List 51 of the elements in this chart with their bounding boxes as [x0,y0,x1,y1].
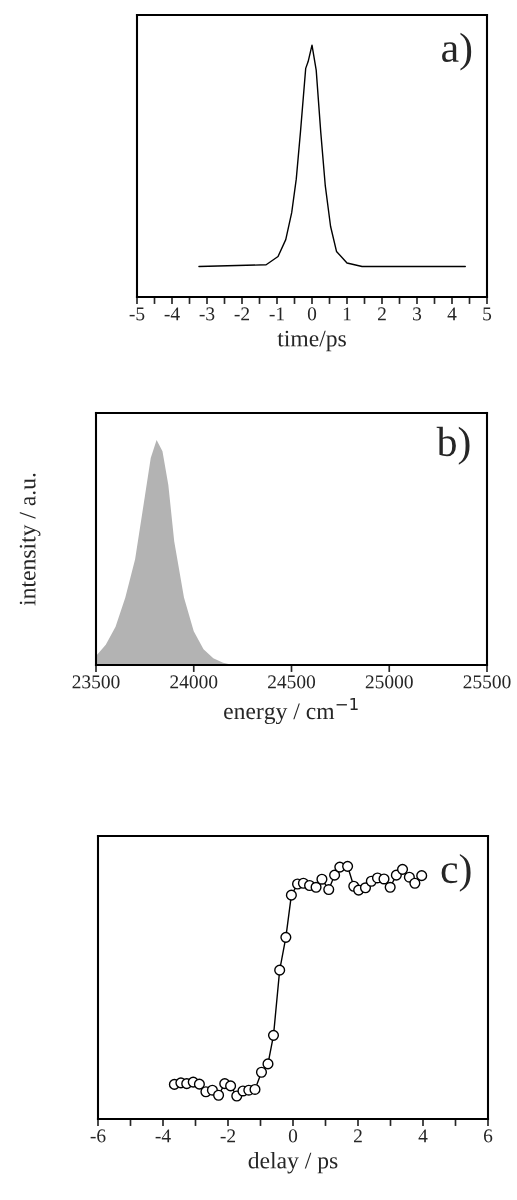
point [280,931,292,943]
point [342,860,354,872]
annotation: c) [441,853,471,892]
x-tick-label: 1 [343,307,351,321]
x-axis-title: energy / cm$^{−1}$ [224,697,358,725]
point [213,1089,225,1101]
point [396,863,409,875]
x-tick-label: -6 [90,1129,106,1143]
point [255,1066,268,1078]
point [225,1080,237,1092]
annotation: b) [436,426,470,465]
point [316,873,328,885]
x-axis-title: delay / ps [248,1151,338,1174]
point [262,1058,274,1070]
x-tick-label: 25000 [365,675,413,689]
point [310,881,322,893]
x-tick-label: 24500 [268,675,316,689]
x-tick-label: -2 [234,307,250,321]
point [285,889,297,901]
x-tick-label: 25500 [463,675,511,689]
x-tick-label: 4 [447,307,457,321]
x-tick-label: 0 [288,1129,298,1143]
annotation: a) [442,32,472,71]
x-tick-label: -5 [129,307,145,321]
x-tick-label: 0 [307,307,317,321]
x-tick-label: 5 [483,307,492,321]
x-tick-label: 2 [377,307,386,321]
x-tick-label: -4 [164,307,180,321]
point [416,870,428,882]
x-tick-label: 3 [413,307,422,321]
point [409,877,421,889]
point [329,869,341,881]
point [274,964,286,976]
x-axis-title: time/ps [277,330,346,352]
point [359,882,372,894]
point [249,1083,261,1095]
x-tick-label: 2 [353,1129,362,1143]
x-tick-label: 23500 [72,675,120,689]
x-tick-label: -4 [155,1129,171,1143]
x-tick-label: -2 [220,1129,236,1143]
y-axis-title: intensity / a.u. [19,473,41,606]
point [267,1029,280,1041]
x-tick-label: 24000 [170,675,218,689]
x-tick-label: -3 [199,307,215,321]
x-tick-label: 4 [418,1129,428,1143]
point [378,873,390,885]
point [384,881,396,893]
point [193,1078,205,1090]
x-tick-label: -1 [269,307,284,321]
x-tick-label: 6 [483,1129,493,1143]
point [323,884,335,896]
